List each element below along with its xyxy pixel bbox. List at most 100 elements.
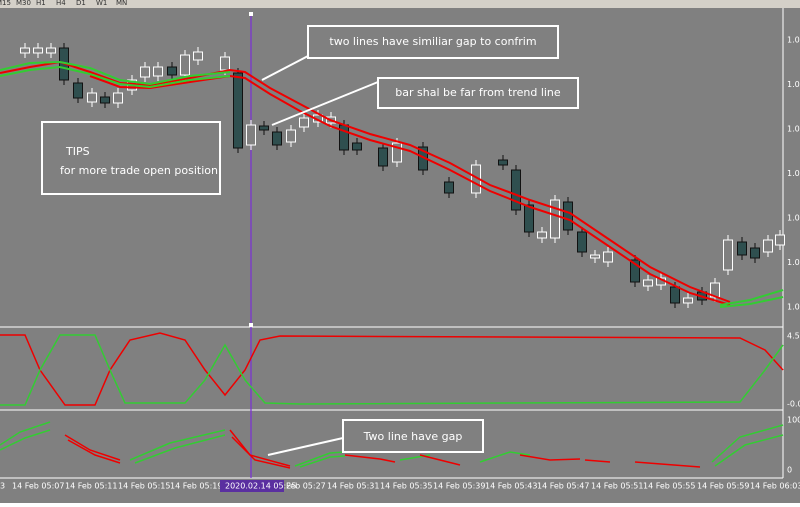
candles [20,43,785,308]
candle-body [670,286,680,304]
candle-body [220,56,230,71]
trend-line-green [719,289,784,306]
candle-body [352,142,362,151]
trend-line-green [719,296,784,308]
annotation-box [342,419,484,453]
price-label: 1.00 [787,36,800,45]
time-label: 14 Feb 05:07 [12,482,64,491]
candle-body [737,241,747,256]
indicator1-label: 4.56 [787,332,800,341]
timeframe-label: M30 [16,0,31,7]
candle-body [537,231,547,239]
candle-body [775,234,785,246]
candle-body [763,239,773,253]
candle-body [20,47,30,54]
indicator1-green [0,334,784,406]
time-label: 3 [0,482,5,491]
toolbar [0,0,800,8]
candle-body [511,169,521,211]
annotation-text: two lines have similiar gap to confrim [329,35,536,48]
candle-body [259,125,269,131]
indicator1-label: -0.0 [787,400,800,409]
candle-body [193,51,203,61]
annotation-text: for more trade open position [60,164,218,177]
timeframe-label: MN [116,0,127,7]
time-label: 14 Feb 05:47 [537,482,589,491]
price-label: 1.00 [787,80,800,89]
timeframe-bar: M15 M30 H1 H4 D1 W1 MN [0,0,127,7]
candle-body [100,96,110,104]
candle-body [392,142,402,163]
candle-body [563,201,573,231]
annotation-text: Two line have gap [363,430,463,443]
annotation-text: bar shal be far from trend line [395,86,561,99]
candle-body [73,82,83,99]
timeframe-label: M15 [0,0,11,7]
vertical-line-handle [249,323,253,327]
candle-body [630,259,640,283]
candle-body [286,129,296,143]
time-label: 14 Feb 05:59 [697,482,749,491]
annotation-arrow [261,55,309,81]
trend-line-red [0,60,731,303]
annotation-box [41,121,221,195]
trend-line-red [89,74,731,306]
candle-body [246,124,256,146]
candle-body [153,66,163,77]
annotation-text: TIPS [65,145,90,158]
candle-body [524,204,534,233]
axes: 1.00 1.00 1.00 1.00 1.00 1.00 1.00 4.56 -0.0 100 0… [0,36,800,492]
price-label: 1.00 [787,303,800,312]
time-label: 14 Feb 05:35 [380,482,432,491]
annotation-arrow [271,81,379,126]
annotation-box [307,25,559,59]
time-label: 14 Feb 05:11 [65,482,117,491]
price-label: 1.00 [787,169,800,178]
timeframe-label: H4 [56,0,66,7]
time-label: 14 Feb 05:31 [327,482,379,491]
time-label: 14 Feb 05:51 [591,482,643,491]
candle-body [750,247,760,259]
time-label: 14 Feb 05:55 [643,482,695,491]
price-label: 1.00 [787,214,800,223]
candle-body [723,239,733,271]
time-label: 14 Feb 05:39 [433,482,485,491]
candle-body [550,199,560,239]
candle-body [46,47,56,54]
indicator2-label: 100 [787,416,800,425]
price-label: 1.00 [787,258,800,267]
candle-body [643,279,653,287]
timeframe-label: H1 [36,0,46,7]
candle-body [603,251,613,263]
price-label: 1.00 [787,125,800,134]
time-label: 14 Feb 05:15 [118,482,170,491]
time-label: 14 Feb 05:43 [485,482,537,491]
candle-body [167,66,177,76]
candle-body [299,117,309,128]
candle-body [233,72,243,149]
trend-line-green [0,65,231,89]
candle-body [113,92,123,104]
candle-body [33,47,43,54]
annotation-arrow [267,437,344,456]
timeframe-label: D1 [76,0,86,7]
annotation-box [377,77,579,109]
time-label: Feb 05:27 [286,482,326,491]
candle-body [498,159,508,166]
candle-body [272,131,282,146]
indicator2-label: 0 [787,466,792,475]
trend-line-green [0,60,231,86]
time-label: 14 Feb 05:19 [170,482,222,491]
candle-body [683,297,693,304]
candle-body [87,92,97,103]
candle-body [444,181,454,194]
time-label: 2020.02.14 05:25 [225,482,296,491]
timeframe-label: W1 [96,0,107,7]
time-label: 14 Feb 06:03 [750,482,800,491]
candle-body [577,231,587,253]
candle-body [590,254,600,259]
candle-body [140,66,150,78]
candle-body [378,147,388,167]
